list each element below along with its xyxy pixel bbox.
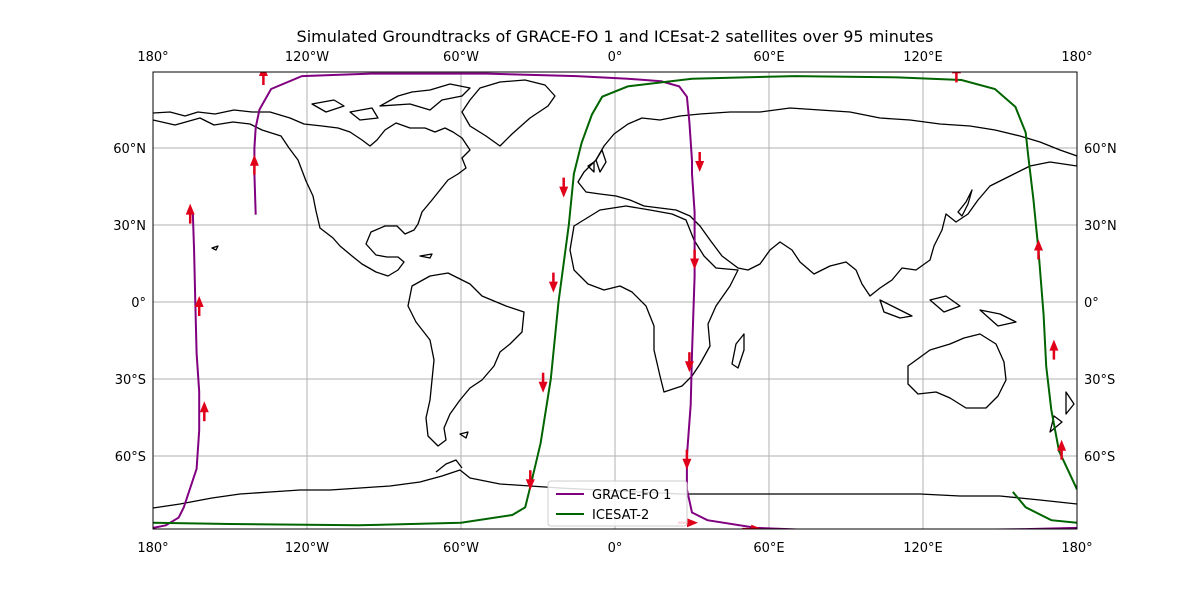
arrow-head: [682, 458, 692, 470]
madagascar-coast: [731, 333, 745, 369]
lon-tick-label-bottom: 60°W: [443, 541, 479, 556]
arrow-head: [690, 258, 700, 270]
lat-tick-label-right: 60°S: [1084, 450, 1115, 465]
lat-tick-label-right: 30°S: [1084, 373, 1115, 388]
lon-tick-label-top: 180°: [137, 50, 168, 65]
antarctic-peninsula-coast: [435, 459, 463, 473]
lon-tick-label-bottom: 60°E: [753, 541, 784, 556]
arrow-head: [538, 381, 548, 393]
direction-arrow: [1057, 439, 1067, 460]
africa-coast: [569, 205, 739, 393]
lat-tick-label-left: 30°S: [115, 373, 146, 388]
legend-label: GRACE-FO 1: [592, 488, 671, 503]
direction-arrow: [525, 470, 535, 491]
arrow-head: [199, 401, 209, 413]
arrow-head: [185, 203, 195, 215]
arctic-islands-coast: [311, 83, 471, 121]
lat-tick-label-left: 60°N: [113, 142, 146, 157]
arrow-head: [258, 72, 268, 76]
greenland-coast: [461, 79, 556, 147]
lon-tick-label-top: 0°: [608, 50, 623, 65]
new-zealand-coast: [1049, 391, 1075, 433]
arrow-head: [751, 524, 763, 529]
figure-title: Simulated Groundtracks of GRACE-FO 1 and…: [297, 27, 934, 46]
arrow-head: [548, 281, 558, 293]
lat-tick-label-right: 30°N: [1084, 219, 1117, 234]
lon-tick-label-top: 180°: [1061, 50, 1092, 65]
legend: GRACE-FO 1 ICESAT-2: [547, 480, 688, 527]
arrow-head: [249, 154, 259, 166]
direction-arrow: [684, 352, 694, 373]
lon-tick-label-bottom: 180°: [137, 541, 168, 556]
direction-arrow: [695, 152, 705, 172]
south-america-coast: [407, 272, 525, 447]
direction-arrows: [185, 72, 1067, 529]
lon-tick-label-bottom: 180°: [1061, 541, 1092, 556]
lon-tick-label-top: 120°E: [903, 50, 943, 65]
arrow-head: [687, 518, 698, 528]
lat-tick-label-left: 0°: [131, 296, 146, 311]
japan-coast: [957, 189, 973, 217]
direction-arrow: [559, 177, 569, 198]
lon-tick-label-top: 60°W: [443, 50, 479, 65]
arrow-head: [1034, 239, 1043, 251]
direction-arrow: [194, 296, 204, 316]
direction-arrow: [1034, 239, 1043, 260]
direction-arrow: [538, 372, 548, 393]
lat-tick-label-left: 30°N: [113, 219, 146, 234]
grace-fo-1-track-line: [253, 72, 1077, 529]
map-frame: [152, 71, 1078, 530]
british-isles-coast: [587, 149, 607, 173]
lat-tick-label-left: 60°S: [115, 450, 146, 465]
lon-tick-label-bottom: 120°W: [285, 541, 329, 556]
lat-tick-label-right: 60°N: [1084, 142, 1117, 157]
arrow-head: [194, 296, 204, 307]
coastlines: [153, 79, 1077, 509]
arrow-head: [684, 361, 694, 373]
grace-fo-1-track-line: [153, 212, 201, 529]
southeast-asia-islands-coast: [879, 295, 1017, 327]
arrow-head: [695, 161, 705, 172]
arrow-head: [559, 186, 569, 198]
north-america-coast: [153, 109, 471, 277]
direction-arrow: [548, 272, 558, 293]
direction-arrow: [1049, 339, 1059, 360]
lon-tick-label-bottom: 120°E: [903, 541, 943, 556]
lon-tick-label-top: 120°W: [285, 50, 329, 65]
australia-coast: [907, 333, 1007, 409]
lat-tick-label-right: 0°: [1084, 296, 1099, 311]
arrow-head: [525, 479, 535, 491]
direction-arrow: [249, 154, 259, 175]
tick-labels: 180° 180° 120°W 120°W 60°W 60°W 0° 0° 60°E 60°E 12…: [113, 50, 1117, 556]
direction-arrow: [199, 401, 209, 422]
legend-label: ICESAT-2: [592, 508, 649, 523]
arrow-head: [1049, 339, 1059, 351]
direction-arrow: [690, 249, 700, 270]
eurasia-coast: [577, 107, 1077, 297]
map-area: [152, 71, 1078, 530]
direction-arrow: [682, 449, 692, 470]
lon-tick-label-bottom: 0°: [608, 541, 623, 556]
direction-arrow: [185, 203, 195, 224]
small-islands-coast: [211, 245, 469, 439]
lon-tick-label-top: 60°E: [753, 50, 784, 65]
gridlines: [153, 72, 1077, 529]
icesat-2-track-line: [1012, 491, 1077, 524]
direction-arrow: [258, 72, 268, 85]
direction-arrow: [742, 524, 763, 529]
arrow-head: [1057, 439, 1067, 451]
